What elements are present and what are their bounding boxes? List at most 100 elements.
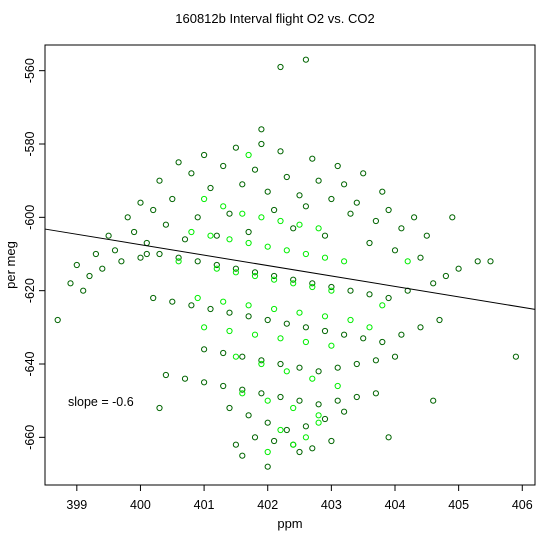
data-point <box>131 228 138 236</box>
data-point <box>436 316 443 324</box>
data-point <box>315 225 322 232</box>
data-point <box>296 309 303 316</box>
y-axis: -660 -640 -620 -600 -580 -560 <box>23 58 45 450</box>
y-tick-label: -580 <box>23 131 37 156</box>
data-point <box>201 324 208 331</box>
data-point <box>156 404 163 412</box>
data-point <box>353 360 360 368</box>
data-point <box>277 217 284 225</box>
data-point <box>105 232 112 239</box>
data-point <box>239 210 246 217</box>
data-point <box>277 426 284 434</box>
data-point <box>353 199 360 206</box>
data-point <box>156 250 163 258</box>
x-tick-label: 402 <box>257 498 278 512</box>
data-point <box>302 56 309 63</box>
x-tick-label: 406 <box>512 498 533 512</box>
data-point <box>398 225 405 232</box>
data-point <box>277 393 284 401</box>
data-point <box>226 404 233 412</box>
x-tick-label: 399 <box>66 498 87 512</box>
data-point <box>169 298 176 305</box>
data-point <box>226 327 233 335</box>
data-point <box>220 162 227 170</box>
x-axis-label: ppm <box>277 516 302 531</box>
data-point <box>137 199 144 206</box>
data-point <box>391 247 399 254</box>
data-point <box>417 254 424 261</box>
data-point <box>379 188 386 195</box>
data-point <box>302 338 309 346</box>
data-point <box>232 265 239 272</box>
data-point <box>207 232 214 239</box>
data-point <box>264 188 271 195</box>
data-point <box>296 221 303 228</box>
data-point <box>86 272 93 280</box>
data-point <box>309 283 316 291</box>
data-point <box>92 250 100 258</box>
data-point <box>220 382 227 390</box>
data-point <box>271 437 278 445</box>
data-point <box>296 448 303 456</box>
data-point <box>271 206 278 214</box>
data-point <box>258 126 265 133</box>
data-point <box>194 214 201 221</box>
data-point <box>430 397 437 404</box>
data-point <box>411 214 418 221</box>
x-tick-label: 400 <box>130 498 151 512</box>
data-point <box>328 195 335 203</box>
y-axis-label: per meg <box>3 241 18 289</box>
data-point <box>296 364 303 371</box>
data-point <box>239 390 246 397</box>
data-point <box>296 192 303 199</box>
data-point <box>207 305 214 313</box>
data-point <box>264 397 271 404</box>
data-point <box>201 195 208 203</box>
data-point <box>201 346 208 353</box>
x-tick-label: 401 <box>194 498 215 512</box>
y-tick-label: -660 <box>23 425 37 450</box>
data-point <box>111 247 119 254</box>
data-point <box>245 239 252 247</box>
data-point <box>321 232 329 239</box>
data-point <box>271 276 278 283</box>
data-point <box>309 155 316 162</box>
data-point <box>385 434 392 441</box>
data-point <box>328 287 335 294</box>
data-point <box>239 386 246 393</box>
data-point <box>232 269 239 276</box>
data-point <box>283 247 290 254</box>
data-point <box>328 283 335 291</box>
data-point <box>360 335 367 342</box>
data-point <box>385 294 392 302</box>
data-point <box>207 184 214 192</box>
data-point <box>150 206 157 214</box>
data-point <box>283 426 290 434</box>
data-point <box>175 254 182 261</box>
data-point <box>321 254 329 261</box>
data-point <box>239 452 246 459</box>
data-point <box>315 368 322 375</box>
data-point <box>290 404 297 412</box>
data-point <box>220 298 227 305</box>
data-point <box>251 269 259 276</box>
data-point <box>251 434 259 441</box>
data-point <box>277 360 284 368</box>
data-point <box>328 437 335 445</box>
x-tick-label: 403 <box>321 498 342 512</box>
data-point <box>334 364 341 371</box>
data-point <box>258 390 265 397</box>
data-point <box>245 313 252 320</box>
data-point <box>277 335 284 342</box>
data-point <box>258 357 265 364</box>
data-point <box>455 265 462 272</box>
data-point <box>67 280 74 287</box>
data-point <box>449 214 456 221</box>
data-point <box>73 261 80 269</box>
x-tick-label: 404 <box>385 498 406 512</box>
data-point <box>309 445 316 452</box>
data-point <box>328 342 335 349</box>
data-point <box>239 353 246 360</box>
y-tick-label: -620 <box>23 278 37 303</box>
